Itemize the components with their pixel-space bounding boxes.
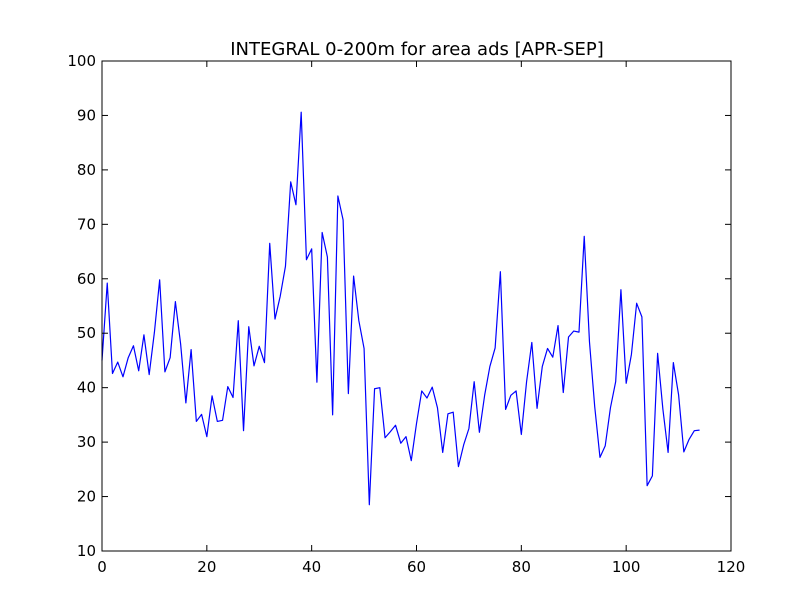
y-tick-label: 80 [77,161,96,179]
chart-title: INTEGRAL 0-200m for area ads [APR-SEP] [230,39,604,60]
y-tick-label: 60 [77,270,96,288]
y-tick-label: 30 [77,433,96,451]
y-tick-label: 40 [77,379,96,397]
y-tick-label: 20 [77,488,96,506]
y-tick-label: 50 [77,324,96,342]
y-tick-label: 70 [77,215,96,233]
x-tick-label: 120 [717,558,746,576]
y-tick-label: 10 [77,542,96,560]
x-tick-label: 80 [512,558,531,576]
x-tick-label: 60 [407,558,426,576]
x-tick-label: 0 [97,558,107,576]
x-tick-label: 100 [612,558,641,576]
x-tick-label: 20 [197,558,216,576]
plot-area: 0 20 40 60 80 100 120 10 20 30 40 50 60 70 80 90 100 [67,52,745,576]
y-tick-label: 90 [77,106,96,124]
series-line-0 [101,111,700,506]
y-tick-label: 100 [67,52,96,70]
x-tick-label: 40 [302,558,321,576]
